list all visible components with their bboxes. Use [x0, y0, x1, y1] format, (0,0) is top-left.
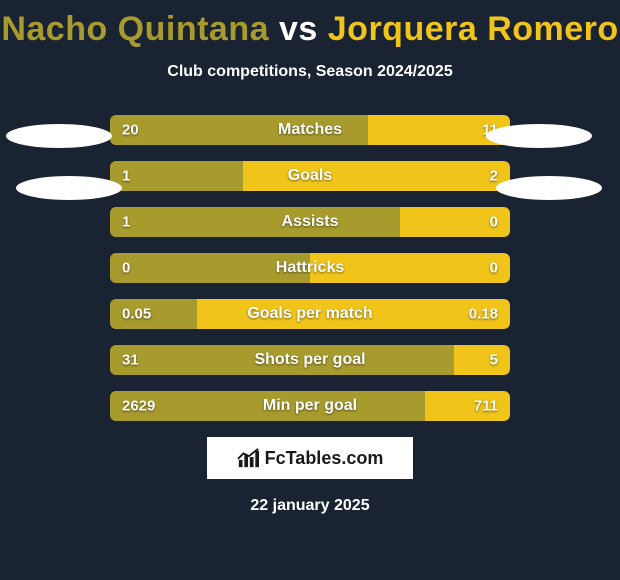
stat-value-right: 2: [490, 168, 498, 185]
date-text: 22 january 2025: [0, 497, 620, 515]
logo-box: FcTables.com: [207, 437, 413, 479]
stat-bar-left: [110, 207, 400, 237]
stat-value-right: 0: [490, 214, 498, 231]
bar-chart-icon: [237, 447, 259, 469]
player1-name: Nacho Quintana: [1, 10, 269, 48]
stat-value-left: 0: [122, 260, 130, 277]
stat-row: 0.05 0.18 Goals per match: [110, 299, 510, 329]
player-badge: [496, 176, 602, 200]
player-badge: [486, 124, 592, 148]
stat-label: Matches: [278, 121, 342, 139]
stat-label: Min per goal: [263, 397, 357, 415]
stat-label: Hattricks: [276, 259, 344, 277]
stat-row: 2011Matches: [110, 115, 510, 145]
stat-value-right: 5: [490, 352, 498, 369]
stat-value-left: 31: [122, 352, 139, 369]
stat-value-left: 20: [122, 122, 139, 139]
stat-value-left: 1: [122, 214, 130, 231]
stat-label: Goals: [288, 167, 332, 185]
stat-value-left: 1: [122, 168, 130, 185]
stat-value-left: 0.05: [122, 306, 151, 323]
player-badge: [16, 176, 122, 200]
comparison-title: Nacho Quintana vs Jorquera Romero: [0, 0, 620, 49]
vs-text: vs: [279, 10, 318, 48]
content-area: 2011Matches 1 2 Goals 1 0 Assists 0 0 Hattricks 0.…: [0, 115, 620, 421]
stat-value-left: 2629: [122, 398, 155, 415]
subtitle: Club competitions, Season 2024/2025: [0, 63, 620, 81]
stat-value-right: 0.18: [469, 306, 498, 323]
stat-row: 1 0 Assists: [110, 207, 510, 237]
logo-text: FcTables.com: [265, 448, 384, 469]
stat-bars-container: 2011Matches 1 2 Goals 1 0 Assists 0 0 Hattricks 0.…: [110, 115, 510, 421]
stat-row: 0 0 Hattricks: [110, 253, 510, 283]
stat-label: Goals per match: [247, 305, 372, 323]
player-badge: [6, 124, 112, 148]
stat-label: Shots per goal: [254, 351, 365, 369]
player2-name: Jorquera Romero: [328, 10, 619, 48]
stat-value-right: 711: [474, 398, 498, 415]
stat-value-right: 0: [490, 260, 498, 277]
stat-row: 31 5 Shots per goal: [110, 345, 510, 375]
stat-label: Assists: [282, 213, 339, 231]
stat-row: 1 2 Goals: [110, 161, 510, 191]
stat-row: 2629 711 Min per goal: [110, 391, 510, 421]
